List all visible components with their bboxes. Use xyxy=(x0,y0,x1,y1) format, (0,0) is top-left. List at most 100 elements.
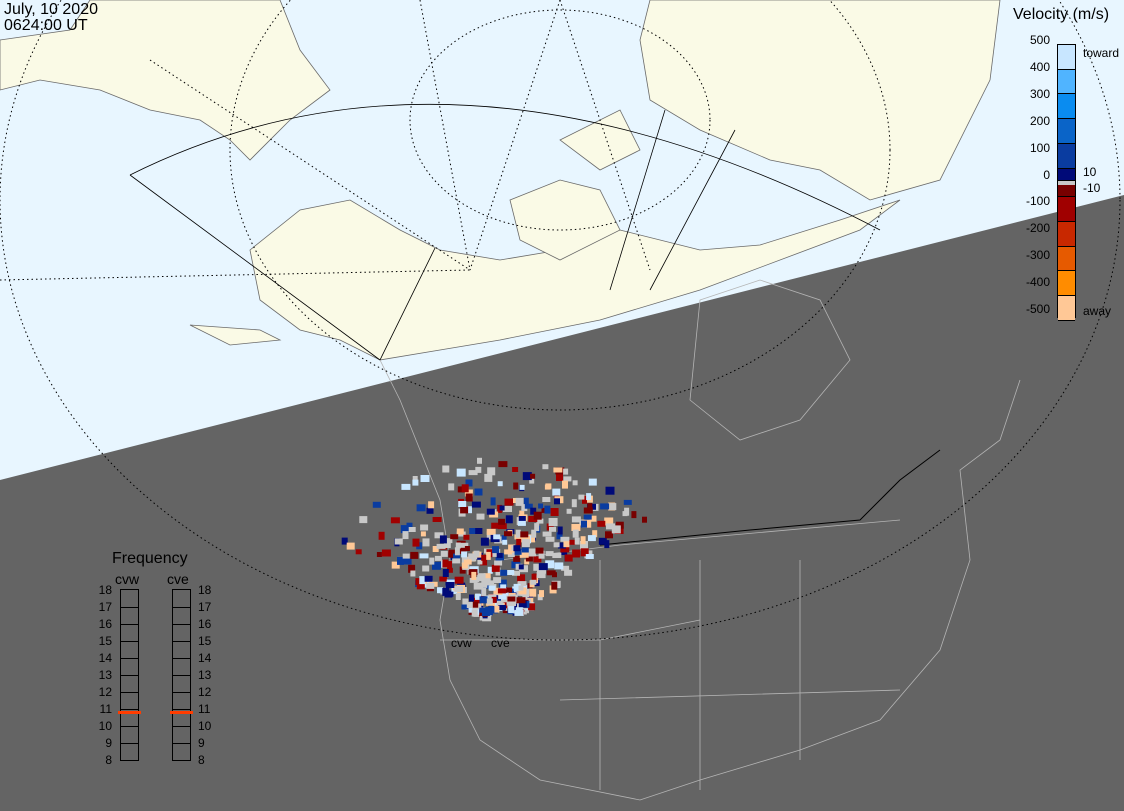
frequency-title: Frequency xyxy=(112,550,188,567)
scatter-cell xyxy=(500,569,508,576)
scatter-cell xyxy=(436,543,446,549)
scatter-cell xyxy=(481,554,487,561)
scatter-cell xyxy=(542,531,552,537)
scatter-cell xyxy=(460,506,469,514)
scatter-cell xyxy=(426,507,434,514)
scatter-cell xyxy=(434,555,442,561)
scatter-cell xyxy=(424,575,433,582)
scatter-cell xyxy=(519,484,525,490)
scatter-cell xyxy=(521,539,530,548)
scatter-cell xyxy=(572,480,578,486)
scatter-cell xyxy=(406,522,413,531)
scatter-cell xyxy=(485,551,491,560)
scatter-cell xyxy=(462,598,469,605)
scatter-cell xyxy=(605,486,615,495)
scatter-cell xyxy=(514,548,522,555)
scatter-cell xyxy=(519,549,529,558)
scatter-cell xyxy=(563,468,569,475)
scatter-cell xyxy=(416,581,425,590)
radar-label-cvw: cvw xyxy=(451,636,472,650)
scatter-cell xyxy=(498,518,506,525)
scatter-cell xyxy=(381,549,391,557)
scatter-cell xyxy=(468,470,478,476)
scatter-cell xyxy=(496,552,503,558)
scatter-cell xyxy=(561,565,570,571)
scatter-cell xyxy=(455,542,461,549)
scatter-cell xyxy=(582,495,587,504)
scatter-cell xyxy=(469,594,474,602)
scatter-cell xyxy=(378,531,385,540)
scatter-cell xyxy=(578,494,585,500)
scatter-cell xyxy=(528,534,536,543)
scatter-cell xyxy=(537,568,546,574)
scatter-cell xyxy=(553,467,563,473)
scatter-cell xyxy=(521,547,529,553)
scatter-cell xyxy=(458,501,467,507)
scatter-cell xyxy=(465,493,473,502)
scatter-cell xyxy=(419,576,426,585)
scatter-cell xyxy=(479,596,488,604)
scatter-cell xyxy=(504,498,514,506)
scatter-cell xyxy=(600,503,610,510)
scatter-cell xyxy=(512,570,520,576)
colorbar-segment xyxy=(1058,94,1075,120)
scatter-cell xyxy=(461,562,468,569)
scatter-cell xyxy=(567,539,576,545)
scatter-cell xyxy=(390,517,400,524)
scatter-cell xyxy=(528,603,536,611)
scatter-cell xyxy=(376,552,382,557)
scatter-cell xyxy=(372,501,381,508)
scatter-cell xyxy=(408,564,416,573)
scatter-cell xyxy=(511,603,521,611)
scatter-cell xyxy=(440,550,448,557)
scatter-cell xyxy=(484,473,493,482)
scatter-cell xyxy=(583,514,592,520)
scatter-cell xyxy=(429,557,435,565)
colorbar-segment xyxy=(1058,296,1075,321)
scatter-cell xyxy=(545,536,555,542)
scatter-cell xyxy=(452,558,461,564)
scatter-cell xyxy=(520,531,529,538)
scatter-cell xyxy=(473,550,480,557)
scatter-cell xyxy=(476,513,485,520)
scatter-cell xyxy=(471,501,481,508)
scatter-cell xyxy=(346,542,355,550)
scatter-cell xyxy=(548,518,558,526)
scatter-cell xyxy=(538,563,548,571)
scatter-cell xyxy=(533,556,542,563)
velocity-tick: 0 xyxy=(1043,167,1050,182)
scatter-cell xyxy=(412,538,420,547)
scatter-cell xyxy=(408,527,416,532)
scatter-cell xyxy=(506,587,513,593)
scatter-cell xyxy=(513,555,521,562)
scatter-cell xyxy=(556,474,563,481)
scatter-cell xyxy=(556,532,563,540)
scatter-cell xyxy=(498,605,507,610)
scatter-cell xyxy=(549,526,556,532)
scatter-cell xyxy=(497,588,506,594)
scatter-cell xyxy=(491,596,497,603)
scatter-cell xyxy=(468,605,476,613)
scatter-cell xyxy=(445,582,455,588)
scatter-cell xyxy=(521,504,528,512)
scatter-cell xyxy=(472,601,479,608)
scatter-cell xyxy=(515,529,521,538)
scatter-cell xyxy=(552,553,562,558)
frequency-tick: 13 xyxy=(198,668,212,682)
scatter-cell xyxy=(474,488,483,496)
scatter-cell xyxy=(464,489,473,497)
frequency-tick: 18 xyxy=(98,583,112,597)
frequency-tick: 10 xyxy=(198,719,212,733)
scatter-cell xyxy=(513,482,519,490)
scatter-cell xyxy=(571,524,581,531)
scatter-cell xyxy=(524,503,533,509)
scatter-cell xyxy=(481,588,487,596)
scatter-cell xyxy=(492,546,500,554)
scatter-cell xyxy=(597,520,606,527)
scatter-cell xyxy=(517,520,526,526)
scatter-cell xyxy=(518,585,524,591)
scatter-cell xyxy=(454,576,464,584)
scatter-cell xyxy=(459,566,466,574)
scatter-cell xyxy=(443,543,451,548)
radar-field-of-view xyxy=(129,103,881,361)
